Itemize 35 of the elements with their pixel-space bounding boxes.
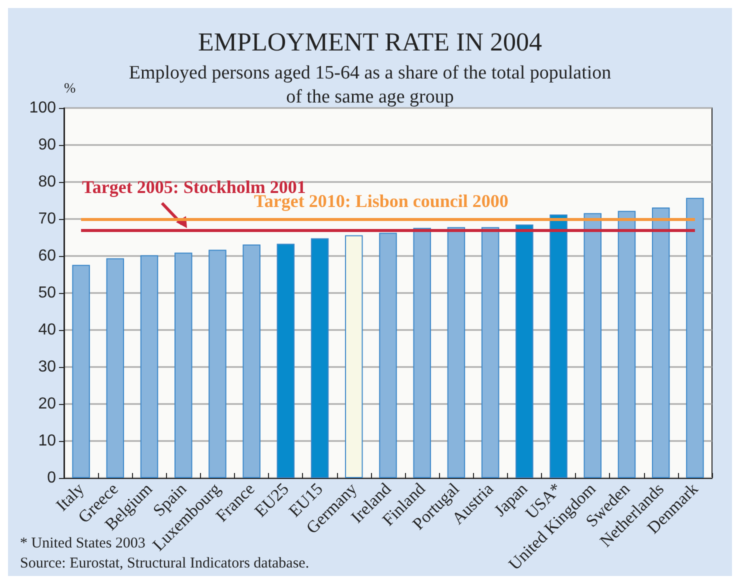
- y-tick-label: 20: [38, 396, 56, 412]
- chart-title: EMPLOYMENT RATE IN 2004: [198, 28, 542, 56]
- bar: [584, 213, 602, 478]
- bar: [106, 258, 124, 478]
- y-tick-label: 90: [38, 136, 56, 154]
- bar: [208, 250, 226, 478]
- source-note: Source: Eurostat, Structural Indicators database.: [20, 556, 310, 572]
- bar: [379, 232, 397, 478]
- bar: [242, 244, 260, 478]
- y-tick-label: 10: [38, 432, 56, 450]
- bar: [481, 227, 500, 478]
- bar: [550, 214, 568, 478]
- bar: [516, 224, 534, 478]
- bar: [686, 198, 704, 478]
- y-tick-label: 70: [38, 210, 56, 228]
- text: * United States 2003: [20, 536, 146, 552]
- chart-subtitle: Employed persons aged 15-64 as a share of the total population of the same age group: [128, 62, 612, 108]
- bar: [276, 244, 295, 478]
- bar: [413, 228, 431, 478]
- y-tick-label: 80: [38, 174, 56, 190]
- y-tick-label: 40: [38, 322, 56, 338]
- y-tick-label: 60: [38, 248, 56, 264]
- bar: [652, 208, 670, 478]
- y-tick-label: 30: [38, 358, 56, 376]
- bar: [345, 235, 363, 478]
- y-tick-label: 0: [47, 470, 56, 486]
- bar: [174, 252, 192, 478]
- bar: [140, 255, 158, 478]
- y-tick-label: 50: [38, 284, 56, 302]
- bar: [72, 264, 90, 478]
- y-axis-title: %: [64, 82, 76, 96]
- bar: [618, 210, 636, 478]
- bar: [310, 238, 329, 478]
- bar: [447, 227, 466, 478]
- y-tick-label: 100: [29, 100, 56, 116]
